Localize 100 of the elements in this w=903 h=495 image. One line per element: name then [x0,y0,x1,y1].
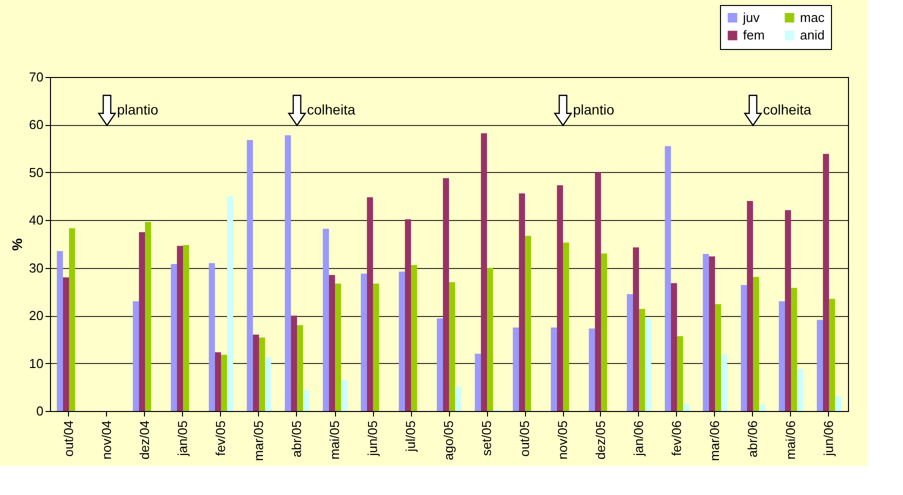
bar [746,201,753,411]
bar [563,242,570,411]
bar [829,298,836,411]
bar [221,354,228,411]
y-tick-label: 0 [36,404,44,418]
x-tick-label: mar/05 [251,420,266,461]
bar [145,222,152,411]
x-tick-label: abr/05 [289,420,304,458]
bar [702,254,709,411]
y-tick-label: 10 [29,356,44,371]
x-tick-label: out/05 [517,420,532,457]
bar [132,301,139,411]
bar [556,185,563,411]
bar [626,294,633,411]
x-tick-label: nov/04 [99,420,114,460]
bar [265,357,272,411]
bar [335,284,342,411]
bar [822,154,829,411]
annotation: plantio [117,101,158,118]
bar [208,263,215,411]
bar [328,275,335,411]
bar [138,232,145,411]
bar [373,284,380,411]
bar [455,386,462,411]
bar [664,146,671,411]
bar [176,246,183,411]
x-tick-label: abr/06 [745,420,760,458]
bar [708,256,715,411]
bar [259,338,266,411]
bar [297,325,304,411]
bar [588,328,595,411]
bar [639,308,646,411]
bar [341,380,348,411]
bar [436,318,443,411]
x-tick-label: set/05 [479,420,494,456]
annotation: plantio [573,101,614,118]
bar [214,352,221,411]
bar [487,268,494,411]
bar [759,404,766,411]
bar [56,251,63,411]
bar [835,396,842,411]
x-tick-label: dez/04 [137,420,152,460]
bar [411,264,418,411]
annotation: colheita [307,101,356,118]
x-tick-label: jun/05 [365,420,380,457]
bar [721,354,728,411]
legend-label: juv [742,10,760,25]
bar [594,172,601,411]
y-tick-label: 20 [29,308,44,324]
bar [227,196,234,411]
y-tick-label: 60 [29,117,44,132]
x-tick-label: mai/05 [327,420,342,460]
x-tick-label: jan/05 [175,420,190,457]
x-tick-label: ago/05 [441,420,456,460]
bar [512,328,519,411]
bar [677,336,684,411]
x-tick-label: nov/05 [555,420,570,460]
x-tick-label: jul/05 [403,420,418,453]
x-tick-label: mar/06 [707,420,722,461]
x-tick-label: mai/06 [783,420,798,460]
bar [246,140,253,411]
bar [69,228,76,411]
x-tick-label: jan/06 [631,420,646,457]
bar [183,244,190,411]
bar [550,328,557,411]
bar [683,404,690,411]
bar [715,304,722,411]
bar [449,282,456,411]
bar [518,193,525,411]
y-tick-label: 50 [29,164,44,180]
bar [398,272,405,411]
bar [474,354,481,411]
bar [797,369,804,411]
x-tick-label: jun/06 [821,420,836,457]
x-tick-label: out/04 [61,420,76,457]
bar [753,276,760,411]
bar [62,277,69,411]
bar [740,285,747,411]
bar [632,247,639,411]
y-axis-title: % [9,238,26,251]
bar [601,254,608,411]
bar [778,301,785,411]
y-tick-label: 70 [29,70,44,84]
bar [442,178,449,411]
bar [252,334,259,411]
bar [290,316,297,411]
legend-label: fem [743,28,765,42]
x-tick-label: fev/06 [669,420,684,456]
bar [784,210,791,411]
y-tick-label: 30 [29,260,44,276]
x-tick-label: dez/05 [593,420,608,460]
bar [366,197,373,411]
y-tick-label: 40 [29,212,44,228]
bar [791,288,798,411]
bar [480,133,487,411]
bar [404,219,411,411]
legend-label: anid [800,28,825,42]
bar [284,135,291,411]
annotation: colheita [763,101,812,118]
bar [645,318,652,411]
